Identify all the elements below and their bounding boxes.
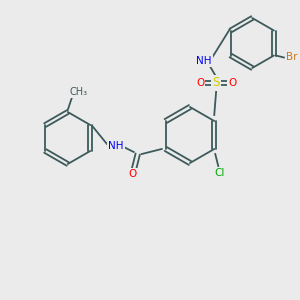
Text: Cl: Cl: [214, 168, 224, 178]
Text: NH: NH: [196, 56, 212, 66]
Text: NH: NH: [108, 141, 124, 151]
Text: S: S: [213, 76, 220, 89]
Text: O: O: [129, 169, 137, 179]
Text: CH₃: CH₃: [70, 87, 88, 97]
Text: Br: Br: [286, 52, 298, 62]
Text: O: O: [228, 78, 236, 88]
Text: O: O: [196, 78, 204, 88]
